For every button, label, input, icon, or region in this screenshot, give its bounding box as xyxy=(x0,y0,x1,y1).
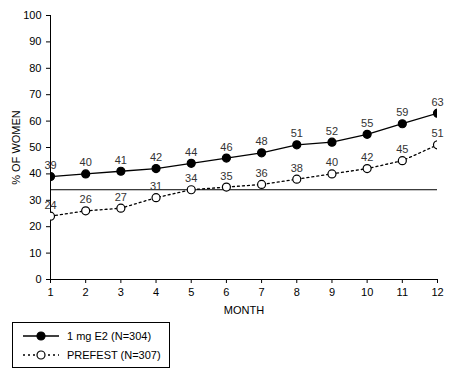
svg-text:44: 44 xyxy=(185,146,197,158)
svg-text:63: 63 xyxy=(431,96,443,108)
svg-text:100: 100 xyxy=(23,9,41,21)
svg-text:51: 51 xyxy=(431,127,443,139)
svg-text:4: 4 xyxy=(153,286,159,298)
svg-text:35: 35 xyxy=(220,170,232,182)
svg-text:36: 36 xyxy=(255,167,267,179)
svg-text:12: 12 xyxy=(431,286,443,298)
svg-text:59: 59 xyxy=(396,106,408,118)
svg-text:38: 38 xyxy=(291,162,303,174)
svg-text:42: 42 xyxy=(361,151,373,163)
svg-text:34: 34 xyxy=(185,172,197,184)
svg-text:40: 40 xyxy=(80,156,92,168)
svg-text:9: 9 xyxy=(329,286,335,298)
svg-text:10: 10 xyxy=(29,247,41,259)
html-text:PREFEST (N=307): PREFEST (N=307) xyxy=(67,348,161,361)
svg-text:90: 90 xyxy=(29,35,41,47)
svg-text:45: 45 xyxy=(396,143,408,155)
svg-text:2: 2 xyxy=(83,286,89,298)
svg-text:27: 27 xyxy=(115,191,127,203)
svg-text:10: 10 xyxy=(361,286,373,298)
svg-text:50: 50 xyxy=(29,141,41,153)
svg-text:26: 26 xyxy=(80,193,92,205)
svg-text:1: 1 xyxy=(47,286,53,298)
svg-text:42: 42 xyxy=(150,151,162,163)
svg-text:46: 46 xyxy=(220,141,232,153)
svg-text:7: 7 xyxy=(259,286,265,298)
svg-text:60: 60 xyxy=(29,115,41,127)
svg-text:0: 0 xyxy=(35,273,41,285)
svg-text:40: 40 xyxy=(29,167,41,179)
svg-text:8: 8 xyxy=(294,286,300,298)
svg-text:11: 11 xyxy=(397,286,408,298)
svg-text:39: 39 xyxy=(44,159,56,171)
svg-text:40: 40 xyxy=(326,156,338,168)
svg-text:MONTH: MONTH xyxy=(224,304,264,316)
svg-text:24: 24 xyxy=(44,199,56,211)
svg-text:% OF WOMEN: % OF WOMEN xyxy=(10,110,22,185)
svg-text:30: 30 xyxy=(29,194,41,206)
html-text:1 mg E2 (N=304): 1 mg E2 (N=304) xyxy=(67,329,152,342)
svg-text:31: 31 xyxy=(150,180,162,192)
svg-text:20: 20 xyxy=(29,220,41,232)
svg-text:6: 6 xyxy=(223,286,229,298)
svg-text:55: 55 xyxy=(361,117,373,129)
svg-text:5: 5 xyxy=(188,286,194,298)
svg-text:52: 52 xyxy=(326,125,338,137)
svg-text:70: 70 xyxy=(29,88,41,100)
svg-text:3: 3 xyxy=(118,286,124,298)
svg-text:48: 48 xyxy=(255,135,267,147)
svg-text:80: 80 xyxy=(29,62,41,74)
svg-text:51: 51 xyxy=(291,127,303,139)
svg-text:41: 41 xyxy=(115,154,127,166)
